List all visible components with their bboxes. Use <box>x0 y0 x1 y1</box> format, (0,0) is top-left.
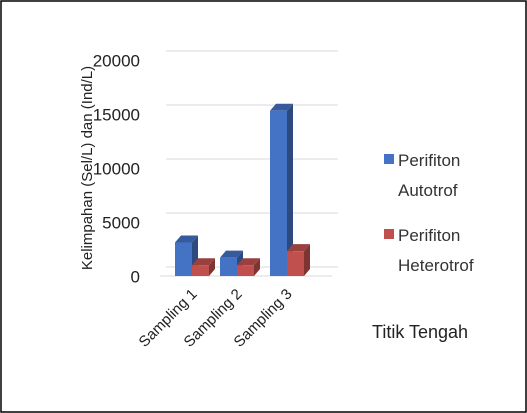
x-axis-label: Titik Tengah <box>372 322 468 342</box>
y-tick-label: 0 <box>131 267 140 286</box>
bar-side <box>254 258 260 276</box>
y-tick-label: 20000 <box>93 51 140 70</box>
legend-swatch <box>384 229 394 239</box>
legend-label: Perifiton Autotrof <box>398 151 461 200</box>
bar <box>220 257 237 276</box>
bar-side <box>304 244 310 276</box>
bar <box>175 242 192 276</box>
bar-side <box>209 258 215 276</box>
bar-side <box>287 103 293 276</box>
bar <box>270 110 287 276</box>
legend-label: Perifiton Heterotrof <box>398 226 474 275</box>
legend-swatch <box>384 154 394 164</box>
bar-top <box>237 258 260 266</box>
bar-top <box>175 235 198 243</box>
bar <box>192 265 209 276</box>
bar-top <box>220 250 243 258</box>
y-axis-label: Kelimpahan (Sel/L) dan (Ind/L) <box>79 66 96 270</box>
bar-top <box>270 103 293 111</box>
bar <box>237 265 254 276</box>
y-tick-label: 15000 <box>93 105 140 124</box>
bar-top <box>287 244 310 252</box>
y-tick-label: 10000 <box>93 159 140 178</box>
bar-top <box>192 258 215 266</box>
y-tick-label: 5000 <box>102 213 140 232</box>
bar <box>287 251 304 276</box>
